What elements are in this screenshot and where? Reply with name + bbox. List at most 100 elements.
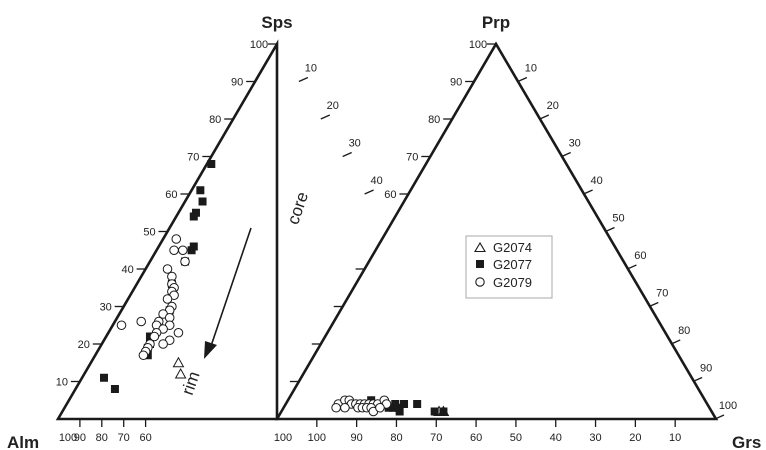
point-g2077-sps-alm	[110, 385, 119, 393]
point-g2079-sps-alm	[149, 331, 160, 342]
tick-label-grs-edge: 20	[547, 100, 559, 112]
point-g2074-sps-alm	[174, 367, 187, 379]
tick-label-sps: 20	[78, 339, 90, 351]
tick-label-prp: 100	[469, 39, 487, 51]
apex-label-sps: Sps	[261, 13, 292, 32]
tick-label-grs-axis: 20	[629, 432, 641, 444]
point-g2079-sps-alm	[178, 245, 188, 256]
point-g2077-sps-alm	[99, 373, 108, 382]
point-g2077-prp-grs	[413, 400, 422, 408]
tick-mark-grs-edge	[561, 151, 571, 158]
tick-label-right-edge: 10	[305, 63, 317, 75]
point-g2079-sps-alm	[169, 245, 179, 256]
core-label: core	[283, 189, 312, 226]
tick-label-sps: 40	[121, 264, 133, 276]
data-points	[99, 160, 450, 417]
triangle-frame-right	[274, 41, 719, 421]
tick-label-grs-edge: 70	[656, 288, 668, 300]
point-g2074-sps-alm	[172, 356, 185, 368]
point-g2079-sps-alm	[158, 339, 168, 349]
core-to-rim-arrow	[204, 227, 252, 359]
point-g2079-sps-alm	[171, 234, 182, 244]
tick-mark-right-edge	[298, 76, 309, 83]
tick-label-sps: 100	[250, 39, 268, 51]
arrow-shaft	[210, 227, 252, 347]
point-g2077-prp-grs	[439, 407, 448, 416]
tick-label-right-edge: 40	[370, 175, 382, 187]
legend-label-g2074: G2074	[493, 240, 532, 255]
apex-label-prp: Prp	[482, 13, 510, 32]
tick-label-sps: 90	[231, 77, 243, 89]
legend-label-g2079: G2079	[493, 275, 532, 290]
tick-label-grs-axis: 60	[470, 432, 482, 444]
tick-label-grs-edge: 10	[525, 63, 537, 75]
tick-label-grs-axis: 50	[510, 432, 522, 444]
point-g2079-prp-grs	[375, 402, 385, 413]
tick-label-grs-axis: 40	[550, 432, 562, 444]
tick-label-prp: 70	[406, 152, 418, 164]
tick-label-sps: 70	[187, 152, 199, 164]
tick-mark-grs-edge	[539, 114, 550, 120]
tick-labels: 10 20 30 40 50 60 70 80 90 100 10 20 30 40 60 70 80 90 100…	[56, 39, 737, 444]
tick-label-grs-edge: 60	[634, 250, 646, 262]
point-g2077-sps-alm	[196, 186, 205, 195]
triangle-frames	[55, 39, 719, 421]
tick-label-right-edge: 30	[349, 138, 361, 150]
tick-label-grs-edge: 100	[719, 400, 737, 412]
tick-label-grs-edge: 30	[569, 138, 581, 150]
arrow-head	[204, 341, 217, 359]
point-g2079-sps-alm	[116, 320, 127, 331]
tick-label-prp: 90	[450, 77, 462, 89]
tick-label-alm: 70	[118, 432, 130, 444]
tick-label-grs-axis: 70	[430, 432, 442, 444]
point-g2077-prp-grs	[430, 407, 439, 416]
point-g2079-sps-alm	[138, 350, 149, 361]
point-g2079-sps-alm	[180, 256, 190, 267]
point-g2079-sps-alm	[162, 294, 173, 304]
point-g2077-sps-alm	[187, 246, 196, 255]
tick-marks	[70, 43, 725, 427]
tick-label-sps: 30	[100, 302, 112, 314]
tick-mark-grs-edge	[670, 339, 681, 345]
tick-label-grs-axis: 30	[589, 432, 601, 444]
tick-label-alm: 60	[139, 432, 151, 444]
tick-mark-grs-edge	[714, 414, 725, 420]
tick-mark-grs-edge	[583, 189, 593, 195]
tick-label-right-edge: 20	[327, 100, 339, 112]
point-g2077-sps-alm	[198, 197, 207, 206]
tick-mark-grs-edge	[649, 301, 659, 308]
tick-label-grs-axis: 90	[351, 432, 363, 444]
tick-mark-grs-edge	[627, 264, 637, 270]
tick-label-sps: 60	[165, 189, 177, 201]
corner-label-alm: Alm	[7, 433, 39, 450]
tick-label-grs-edge: 50	[612, 213, 624, 225]
corner-label-grs: Grs	[732, 433, 761, 450]
tick-label-alm: 100	[59, 432, 77, 444]
tick-mark-right-edge	[364, 189, 374, 195]
point-g2079-sps-alm	[173, 327, 184, 338]
tick-label-sps: 80	[209, 114, 221, 126]
tick-mark-right-edge	[320, 114, 331, 120]
point-g2077-prp-grs	[389, 403, 398, 412]
point-g2079-prp-grs	[340, 402, 350, 413]
tick-mark-right-edge	[342, 151, 352, 158]
legend-triangle-marker	[474, 241, 486, 253]
legend-label-g2077: G2077	[493, 257, 532, 272]
tick-label-grs-axis: 100	[308, 432, 326, 444]
tick-label-grs-axis: 10	[669, 432, 681, 444]
tick-label-prp: 80	[428, 114, 440, 126]
tick-label-sps: 10	[56, 377, 68, 389]
tick-label-grs-axis-start: 100	[274, 432, 292, 444]
legend-square-marker	[476, 260, 484, 268]
tick-mark-grs-edge	[692, 376, 703, 383]
point-g2077-prp-grs	[400, 400, 409, 408]
tick-label-grs-edge: 40	[590, 175, 602, 187]
point-g2077-prp-grs	[395, 407, 404, 416]
point-g2077-sps-alm	[189, 212, 198, 221]
point-g2077-sps-alm	[207, 160, 216, 168]
tick-label-grs-edge: 90	[700, 363, 712, 375]
legend: G2074 G2077 G2079	[465, 235, 553, 299]
tick-mark-grs-edge	[517, 76, 528, 83]
point-g2079-sps-alm	[162, 264, 173, 274]
